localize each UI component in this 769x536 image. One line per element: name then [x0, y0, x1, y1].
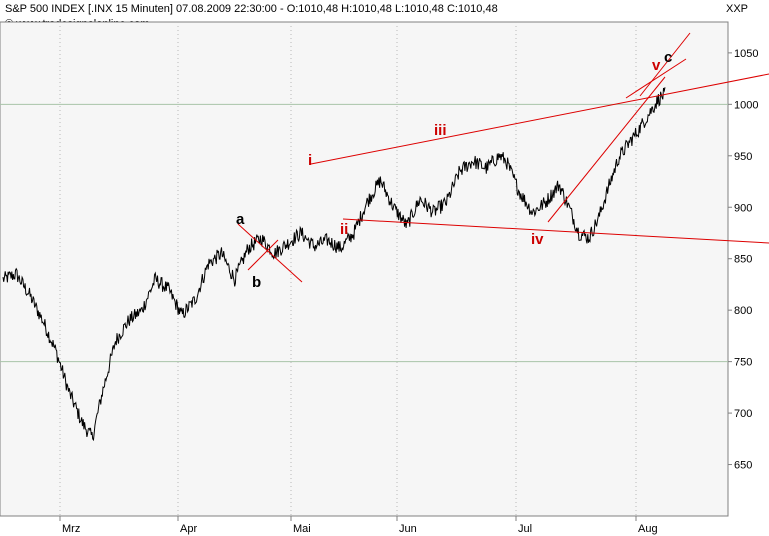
wave-label-ii: ii: [340, 221, 348, 238]
y-tick-label-700: 700: [734, 408, 752, 420]
x-tick-label-Mrz: Mrz: [62, 523, 80, 535]
wave-label-i: i: [308, 152, 312, 169]
wave-label-iv: iv: [531, 231, 544, 248]
wave-label-iii: iii: [434, 122, 447, 139]
x-tick-label-Apr: Apr: [180, 523, 197, 535]
wave-label-c: c: [664, 49, 672, 66]
wedge-upper-line: [625, 58, 687, 99]
y-axis: 650 700 750 800 850 900 950 1000 1050: [728, 48, 758, 472]
y-tick-label-1000: 1000: [734, 99, 758, 111]
correction-line-a: [237, 223, 303, 283]
y-tick-label-750: 750: [734, 357, 752, 369]
y-tick-label-800: 800: [734, 305, 752, 317]
y-tick-label-850: 850: [734, 254, 752, 266]
y-tick-label-1050: 1050: [734, 48, 758, 60]
x-tick-label-Jul: Jul: [518, 523, 532, 535]
y-tick-label-900: 900: [734, 202, 752, 214]
price-series: [2, 87, 666, 442]
wedge-lower-line: [547, 76, 666, 223]
x-axis: Mrz Apr Mai Jun Jul Aug: [59, 516, 658, 535]
symbol-label: XXP: [725, 3, 748, 15]
y-tick-label-650: 650: [734, 460, 752, 472]
price-line: [2, 87, 666, 442]
plot-area: [0, 21, 729, 517]
y-tick-label-950: 950: [734, 151, 752, 163]
chart-title: S&P 500 INDEX [.INX 15 Minuten] 07.08.20…: [5, 3, 498, 15]
steep-line: [639, 32, 691, 97]
x-tick-label-Aug: Aug: [638, 523, 658, 535]
grid-lines: [0, 22, 728, 516]
correction-line-b: [247, 239, 279, 271]
upper-channel-line: [310, 73, 769, 165]
x-tick-label-Mai: Mai: [293, 523, 311, 535]
wave-label-b: b: [252, 274, 261, 291]
lower-channel-line: [342, 218, 769, 244]
wave-label-a: a: [236, 211, 245, 228]
x-tick-label-Jun: Jun: [399, 523, 417, 535]
trend-lines: [237, 32, 769, 283]
wave-label-v: v: [652, 57, 661, 74]
